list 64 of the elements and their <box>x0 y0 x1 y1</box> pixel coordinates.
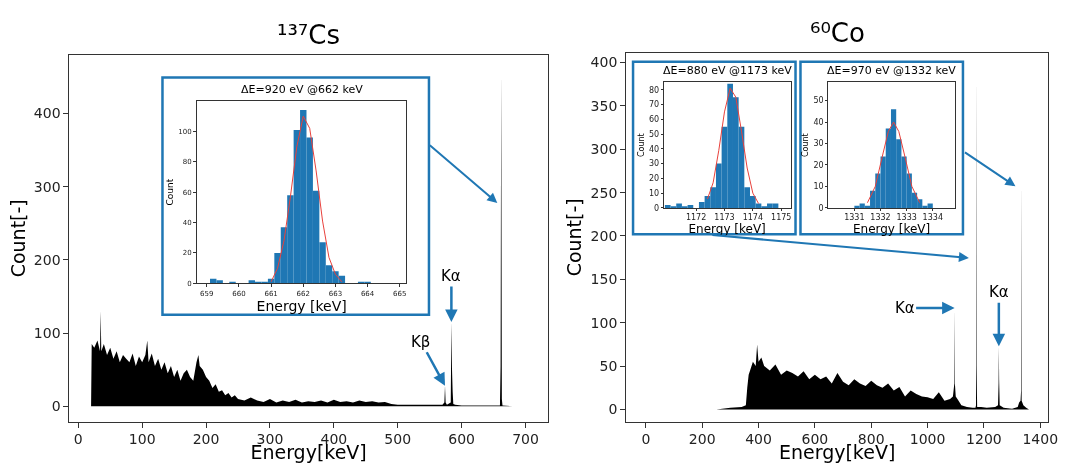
y-tick-label: 50 <box>813 96 824 106</box>
chart-title: ⁶⁰Co <box>810 18 865 48</box>
y-tick-label: 30 <box>813 139 824 149</box>
y-tick-label: 350 <box>590 97 618 114</box>
annotation: Kα <box>989 283 1009 301</box>
y-tick-label: 0 <box>818 203 824 213</box>
y-tick-label: 10 <box>813 182 824 192</box>
x-tick-label: 1400 <box>1022 431 1059 448</box>
y-tick-label: 60 <box>648 115 660 125</box>
y-axis-title: Count <box>164 178 175 206</box>
x-tick-label: 400 <box>745 431 772 448</box>
y-tick-label: 50 <box>599 358 618 375</box>
x-axis-title: Energy [keV] <box>852 222 931 237</box>
y-tick-label: 20 <box>813 160 824 170</box>
x-tick-label: 1175 <box>771 213 792 223</box>
x-tick-label: 1333 <box>896 213 917 223</box>
y-tick-label: 30 <box>648 159 660 169</box>
y-tick-label: 250 <box>590 184 618 201</box>
y-tick-label: 0 <box>654 203 660 213</box>
chart-title: ΔE=880 eV @1173 keV <box>663 64 793 77</box>
y-tick-label: 0 <box>608 401 618 418</box>
annotation: Kα <box>895 299 915 317</box>
chart-title: ΔE=920 eV @662 keV <box>241 83 364 96</box>
y-tick-label: 100 <box>590 314 618 331</box>
x-tick-label: 700 <box>512 431 539 448</box>
x-tick-label: 1172 <box>685 213 707 223</box>
x-axis-title: Energy [keV] <box>256 297 347 314</box>
x-tick-label: 1000 <box>909 431 946 448</box>
annotation: Kα <box>441 267 461 285</box>
y-axis-title: Count <box>801 133 811 158</box>
y-tick-label: 400 <box>590 54 618 71</box>
y-tick-label: 200 <box>33 251 61 268</box>
x-tick-label: 1173 <box>714 213 735 223</box>
y-tick-label: 300 <box>33 178 61 195</box>
y-tick-label: 100 <box>33 324 61 341</box>
x-tick-label: 1200 <box>966 431 1002 448</box>
y-tick-label: 10 <box>648 188 660 198</box>
x-tick-label: 200 <box>688 431 716 448</box>
x-tick-label: 100 <box>128 431 156 448</box>
y-axis-title: Count[-] <box>6 199 29 278</box>
chart-title: ¹³⁷Cs <box>277 20 340 50</box>
x-tick-label: 1334 <box>922 213 943 223</box>
x-tick-label: 1174 <box>742 213 764 223</box>
x-tick-label: 1331 <box>844 213 865 223</box>
y-axis-title: Count[-] <box>563 198 586 277</box>
x-axis-title: Energy [keV] <box>688 222 766 237</box>
y-tick-label: 40 <box>648 144 660 154</box>
x-tick-label: 500 <box>384 431 412 448</box>
chart-title: ΔE=970 eV @1332 keV <box>827 64 957 77</box>
y-axis-title: Count <box>636 133 646 158</box>
x-tick-label: 1332 <box>870 213 891 223</box>
y-tick-label: 300 <box>590 141 618 158</box>
y-tick-label: 200 <box>590 227 618 244</box>
annotation: Kβ <box>411 333 431 351</box>
y-tick-label: 50 <box>648 129 660 139</box>
y-tick-label: 70 <box>648 100 660 110</box>
y-tick-label: 80 <box>648 85 660 95</box>
y-tick-label: 0 <box>51 398 61 415</box>
y-tick-label: 400 <box>33 105 61 122</box>
y-tick-label: 40 <box>813 117 824 127</box>
y-tick-label: 150 <box>590 271 618 288</box>
x-tick-label: 600 <box>448 431 475 448</box>
y-tick-label: 20 <box>648 174 660 184</box>
x-tick-label: 0 <box>73 431 83 448</box>
